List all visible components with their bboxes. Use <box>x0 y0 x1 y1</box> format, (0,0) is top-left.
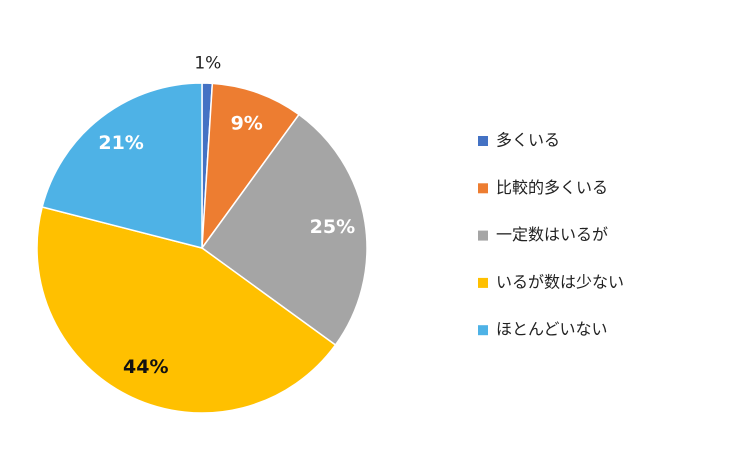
pie-slice <box>201 82 301 251</box>
pie-slice <box>200 113 368 347</box>
legend-swatch <box>478 183 488 194</box>
legend-label: 比較的多くいる <box>496 178 608 197</box>
pie-slice <box>36 206 337 414</box>
legend-swatch <box>478 230 488 241</box>
legend-label: ほとんどいない <box>496 320 608 339</box>
legend-swatch <box>478 277 488 288</box>
legend-label: 多くいる <box>496 131 560 150</box>
legend-label: 一定数はいるが <box>496 225 608 244</box>
legend-swatch <box>478 136 488 146</box>
legend-label: いるが数は少ない <box>496 272 624 291</box>
data-label: 1% <box>194 53 221 73</box>
data-label: 25% <box>310 216 355 238</box>
data-label: 21% <box>98 132 143 154</box>
data-label: 9% <box>231 112 263 134</box>
pie-slice <box>41 82 203 249</box>
legend-swatch <box>478 325 488 336</box>
data-label: 44% <box>123 356 168 378</box>
